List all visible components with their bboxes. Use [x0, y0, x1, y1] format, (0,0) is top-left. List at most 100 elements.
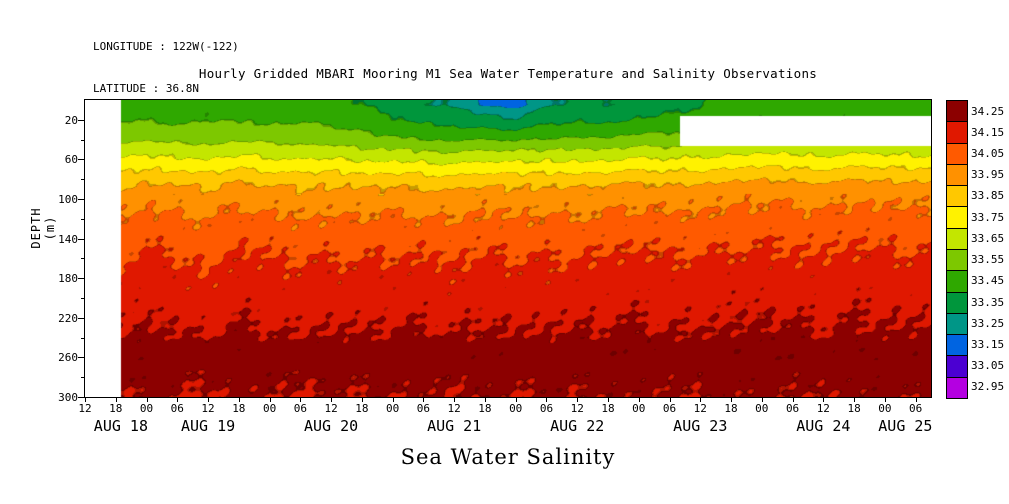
x-tick-label: 00 — [386, 402, 400, 415]
date-label: AUG 22 — [550, 417, 605, 435]
colorbar-segment — [947, 271, 967, 293]
colorbar-segment — [947, 228, 967, 250]
x-tick-label: 00 — [139, 402, 154, 415]
x-tick — [423, 398, 425, 402]
y-tick — [78, 159, 84, 161]
colorbar-tick-label: 33.35 — [971, 295, 1005, 309]
x-tick — [238, 398, 240, 402]
colorbar-tick-label: 33.15 — [971, 337, 1005, 351]
y-tick-label: 100 — [58, 193, 78, 206]
x-tick-label: 06 — [908, 402, 923, 415]
x-tick — [361, 398, 363, 402]
x-tick — [484, 398, 486, 402]
x-tick — [146, 398, 148, 402]
colorbar-tick-label: 33.75 — [971, 210, 1005, 224]
x-tick-label: 18 — [232, 402, 246, 415]
colorbar-segment — [947, 356, 967, 378]
x-tick — [115, 398, 117, 402]
x-tick-label: 12 — [324, 402, 338, 415]
x-tick-label: 18 — [724, 402, 738, 415]
x-tick-label: 06 — [662, 402, 677, 415]
salinity-heatmap-canvas — [85, 100, 931, 397]
x-tick — [823, 398, 825, 402]
y-tick-label: 220 — [58, 311, 78, 325]
x-tick-label: 00 — [632, 402, 646, 415]
colorbar-segment — [947, 207, 967, 229]
y-tick-label: 300 — [58, 391, 78, 404]
date-label: AUG 23 — [673, 417, 728, 435]
colorbar-title: Sea Water Salinity — [400, 445, 616, 469]
x-tick-label: 12 — [447, 402, 461, 415]
x-tick — [731, 398, 733, 402]
y-minor-tick — [81, 179, 84, 181]
x-tick-label: 18 — [355, 402, 369, 415]
colorbar-segment — [947, 164, 967, 187]
y-tick — [78, 397, 84, 398]
x-tick — [607, 398, 609, 402]
date-label: AUG 19 — [180, 417, 236, 435]
x-tick — [669, 398, 671, 402]
x-tick — [915, 398, 917, 402]
x-tick — [515, 398, 517, 402]
colorbar-tick-label: 33.65 — [971, 231, 1005, 245]
x-tick — [269, 398, 271, 402]
colorbar-tick-label: 33.05 — [971, 359, 1005, 373]
colorbar — [946, 100, 968, 399]
x-tick-label: 12 — [201, 402, 215, 415]
colorbar-segment — [947, 292, 967, 314]
x-tick — [300, 398, 302, 402]
x-tick-label: 06 — [785, 402, 800, 415]
colorbar-segment — [947, 335, 967, 357]
x-tick — [638, 398, 640, 402]
x-tick-label: 18 — [601, 402, 615, 415]
colorbar-tick-label: 34.05 — [971, 147, 1005, 161]
colorbar-segment — [947, 313, 967, 336]
x-tick — [392, 398, 394, 402]
y-tick — [78, 119, 84, 121]
date-label: AUG 21 — [427, 417, 482, 435]
colorbar-tick-label: 34.25 — [971, 104, 1005, 118]
x-tick — [454, 398, 456, 402]
y-tick-label: 180 — [58, 272, 78, 286]
colorbar-segment — [947, 143, 967, 165]
y-minor-tick — [81, 139, 84, 141]
x-tick — [884, 398, 886, 402]
date-label: AUG 20 — [304, 417, 359, 435]
x-tick-label: 06 — [170, 402, 184, 415]
x-tick-label: 06 — [539, 402, 554, 415]
heatmap-plot-area — [84, 99, 932, 398]
x-tick — [792, 398, 794, 402]
x-tick-label: 18 — [478, 402, 492, 415]
colorbar-segment — [947, 249, 967, 272]
x-tick-label: 00 — [262, 402, 277, 415]
x-tick-label: 12 — [693, 402, 707, 415]
colorbar-segment — [947, 101, 967, 123]
date-label: AUG 24 — [796, 417, 851, 435]
y-tick — [78, 357, 84, 359]
y-tick-label: 140 — [58, 232, 78, 246]
y-minor-tick — [81, 337, 84, 339]
x-tick-label: 00 — [755, 402, 769, 415]
colorbar-segment — [947, 377, 967, 398]
colorbar-tick-label: 33.95 — [971, 168, 1005, 182]
x-tick-label: 18 — [847, 402, 861, 415]
x-tick-label: 12 — [816, 402, 830, 415]
x-tick — [854, 398, 856, 402]
y-tick — [78, 238, 84, 240]
colorbar-segment — [947, 186, 967, 208]
colorbar-tick-label: 33.55 — [971, 253, 1005, 267]
date-label: AUG 25 — [878, 417, 933, 435]
longitude-text: LONGITUDE : 122W(-122) — [93, 40, 239, 53]
colorbar-tick-label: 33.85 — [971, 189, 1005, 203]
x-tick — [546, 398, 548, 402]
y-tick — [78, 199, 84, 200]
colorbar-tick-label: 33.45 — [971, 274, 1005, 288]
x-tick — [700, 398, 702, 402]
colorbar-tick-label: 32.95 — [971, 380, 1005, 394]
x-tick-label: 06 — [293, 402, 307, 415]
y-tick-label: 60 — [64, 153, 78, 167]
x-tick — [208, 398, 210, 402]
x-tick-label: 12 — [570, 402, 584, 415]
colorbar-segment — [947, 122, 967, 144]
